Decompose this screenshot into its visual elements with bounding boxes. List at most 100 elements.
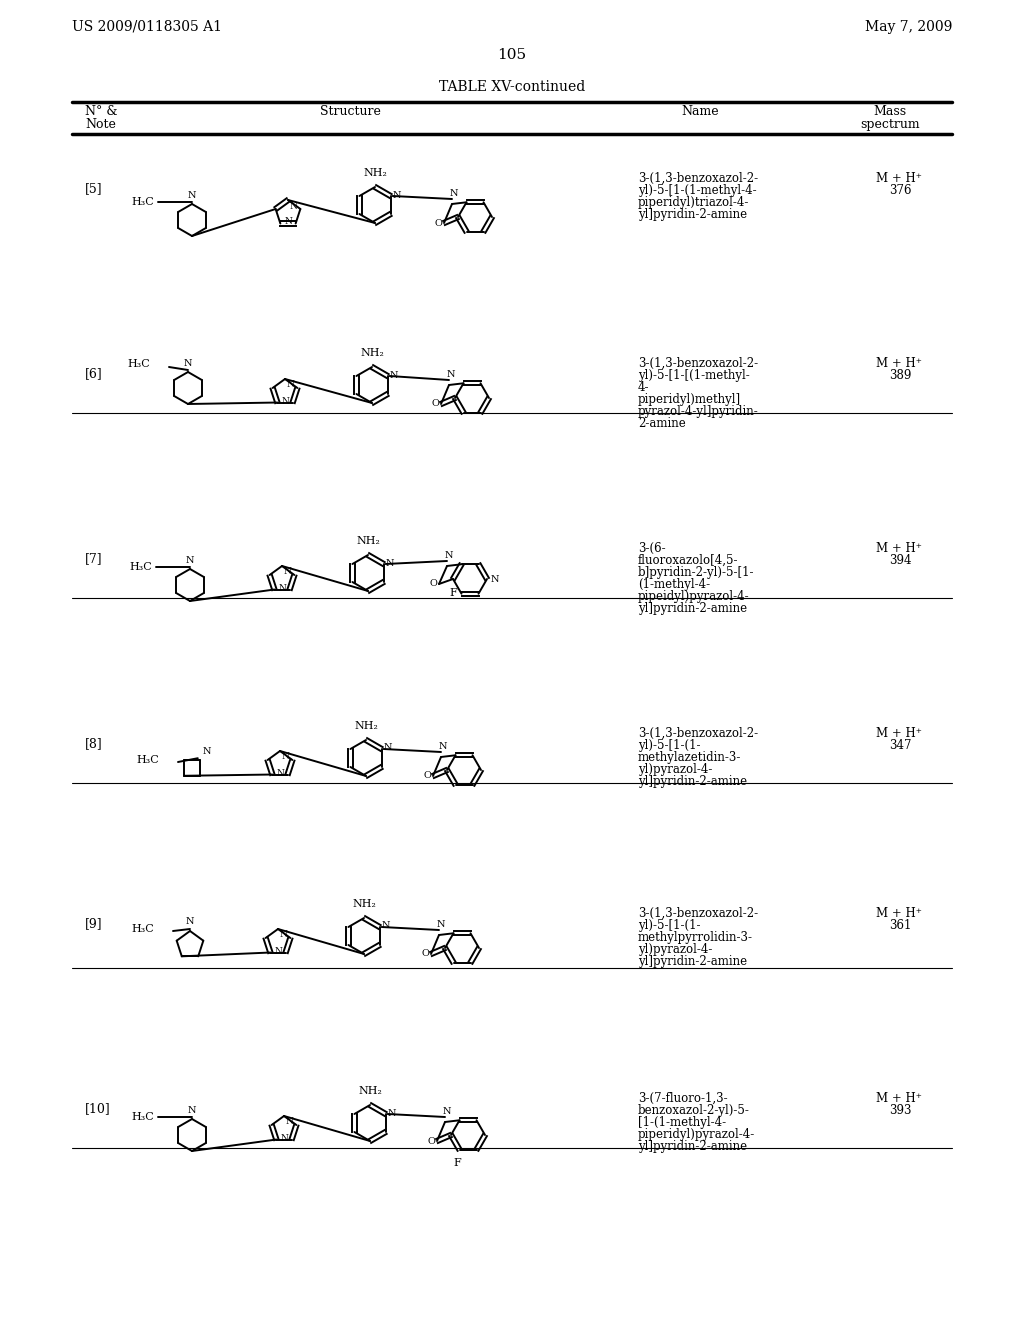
Text: N: N — [446, 370, 456, 379]
Text: yl)pyrazol-4-: yl)pyrazol-4- — [638, 942, 713, 956]
Text: N: N — [490, 574, 500, 583]
Text: 3-(7-fluoro-1,3-: 3-(7-fluoro-1,3- — [638, 1092, 728, 1105]
Text: yl)-5-[1-[(1-methyl-: yl)-5-[1-[(1-methyl- — [638, 370, 750, 381]
Text: N° &: N° & — [85, 106, 118, 117]
Text: [9]: [9] — [85, 917, 102, 931]
Text: Note: Note — [85, 117, 116, 131]
Text: N: N — [282, 397, 290, 407]
Text: N: N — [185, 556, 195, 565]
Text: 361: 361 — [889, 919, 911, 932]
Text: N: N — [450, 189, 459, 198]
Text: N: N — [279, 583, 287, 593]
Text: H₃C: H₃C — [131, 1111, 154, 1122]
Text: O: O — [431, 400, 439, 408]
Text: methylazetidin-3-: methylazetidin-3- — [638, 751, 741, 764]
Text: N: N — [281, 1134, 289, 1143]
Text: M + H⁺: M + H⁺ — [876, 543, 922, 554]
Text: yl]pyridin-2-amine: yl]pyridin-2-amine — [638, 602, 748, 615]
Text: N: N — [284, 568, 292, 576]
Text: H₃C: H₃C — [136, 755, 159, 766]
Text: N: N — [386, 558, 394, 568]
Text: 376: 376 — [889, 183, 911, 197]
Text: N: N — [274, 946, 283, 956]
Text: methylpyrrolidin-3-: methylpyrrolidin-3- — [638, 931, 753, 944]
Text: N: N — [290, 202, 297, 211]
Text: piperidyl)pyrazol-4-: piperidyl)pyrazol-4- — [638, 1129, 756, 1140]
Text: pipeidyl)pyrazol-4-: pipeidyl)pyrazol-4- — [638, 590, 750, 603]
Text: spectrum: spectrum — [860, 117, 920, 131]
Text: H₃C: H₃C — [131, 197, 154, 207]
Text: N: N — [442, 1107, 452, 1115]
Text: O: O — [423, 771, 431, 780]
Text: N: N — [287, 380, 294, 389]
Text: [8]: [8] — [85, 737, 102, 750]
Text: N: N — [185, 917, 195, 927]
Text: 3-(1,3-benzoxazol-2-: 3-(1,3-benzoxazol-2- — [638, 172, 758, 185]
Text: Mass: Mass — [873, 106, 906, 117]
Text: N: N — [384, 743, 392, 752]
Text: H₃C: H₃C — [127, 359, 150, 370]
Text: 347: 347 — [889, 739, 911, 752]
Text: NH₂: NH₂ — [360, 348, 384, 358]
Text: F: F — [454, 1158, 462, 1168]
Text: US 2009/0118305 A1: US 2009/0118305 A1 — [72, 20, 222, 34]
Text: M + H⁺: M + H⁺ — [876, 172, 922, 185]
Text: N: N — [437, 920, 445, 929]
Text: TABLE XV-continued: TABLE XV-continued — [439, 81, 585, 94]
Text: yl)-5-[1-(1-: yl)-5-[1-(1- — [638, 739, 700, 752]
Text: N: N — [382, 921, 390, 931]
Text: piperidyl)triazol-4-: piperidyl)triazol-4- — [638, 195, 750, 209]
Text: NH₂: NH₂ — [364, 168, 387, 178]
Text: M + H⁺: M + H⁺ — [876, 356, 922, 370]
Text: N: N — [285, 216, 293, 226]
Text: [7]: [7] — [85, 552, 102, 565]
Text: 389: 389 — [889, 370, 911, 381]
Text: yl]pyridin-2-amine: yl]pyridin-2-amine — [638, 209, 748, 220]
Text: H₃C: H₃C — [129, 562, 152, 572]
Text: Name: Name — [681, 106, 719, 117]
Text: M + H⁺: M + H⁺ — [876, 727, 922, 741]
Text: N: N — [286, 1117, 293, 1126]
Text: yl)-5-[1-(1-methyl-4-: yl)-5-[1-(1-methyl-4- — [638, 183, 757, 197]
Text: Structure: Structure — [319, 106, 381, 117]
Text: M + H⁺: M + H⁺ — [876, 1092, 922, 1105]
Text: 393: 393 — [889, 1104, 911, 1117]
Text: N: N — [438, 742, 447, 751]
Text: [6]: [6] — [85, 367, 102, 380]
Text: fluoroxazolo[4,5-: fluoroxazolo[4,5- — [638, 554, 738, 568]
Text: piperidyl)methyl]: piperidyl)methyl] — [638, 393, 741, 407]
Text: yl]pyridin-2-amine: yl]pyridin-2-amine — [638, 1140, 748, 1152]
Text: 2-amine: 2-amine — [638, 417, 686, 430]
Text: 3-(1,3-benzoxazol-2-: 3-(1,3-benzoxazol-2- — [638, 356, 758, 370]
Text: (1-methyl-4-: (1-methyl-4- — [638, 578, 710, 591]
Text: N: N — [392, 190, 401, 199]
Text: N: N — [187, 191, 197, 201]
Text: H₃C: H₃C — [131, 924, 154, 935]
Text: 4-: 4- — [638, 381, 649, 393]
Text: 3-(6-: 3-(6- — [638, 543, 666, 554]
Text: yl]pyridin-2-amine: yl]pyridin-2-amine — [638, 954, 748, 968]
Text: 3-(1,3-benzoxazol-2-: 3-(1,3-benzoxazol-2- — [638, 907, 758, 920]
Text: O: O — [427, 1137, 435, 1146]
Text: May 7, 2009: May 7, 2009 — [864, 20, 952, 34]
Text: b]pyridin-2-yl)-5-[1-: b]pyridin-2-yl)-5-[1- — [638, 566, 755, 579]
Text: 394: 394 — [889, 554, 911, 568]
Text: N: N — [276, 770, 285, 777]
Text: N: N — [187, 1106, 197, 1115]
Text: 105: 105 — [498, 48, 526, 62]
Text: pyrazol-4-yl]pyridin-: pyrazol-4-yl]pyridin- — [638, 405, 759, 418]
Text: yl)-5-[1-(1-: yl)-5-[1-(1- — [638, 919, 700, 932]
Text: yl]pyridin-2-amine: yl]pyridin-2-amine — [638, 775, 748, 788]
Text: N: N — [444, 550, 454, 560]
Text: [10]: [10] — [85, 1102, 111, 1115]
Text: N: N — [183, 359, 193, 368]
Text: N: N — [389, 371, 398, 380]
Text: yl)pyrazol-4-: yl)pyrazol-4- — [638, 763, 713, 776]
Text: 3-(1,3-benzoxazol-2-: 3-(1,3-benzoxazol-2- — [638, 727, 758, 741]
Text: [1-(1-methyl-4-: [1-(1-methyl-4- — [638, 1115, 726, 1129]
Text: NH₂: NH₂ — [358, 1086, 382, 1096]
Text: NH₂: NH₂ — [354, 721, 378, 731]
Text: N: N — [388, 1109, 396, 1118]
Text: M + H⁺: M + H⁺ — [876, 907, 922, 920]
Text: N: N — [282, 752, 290, 762]
